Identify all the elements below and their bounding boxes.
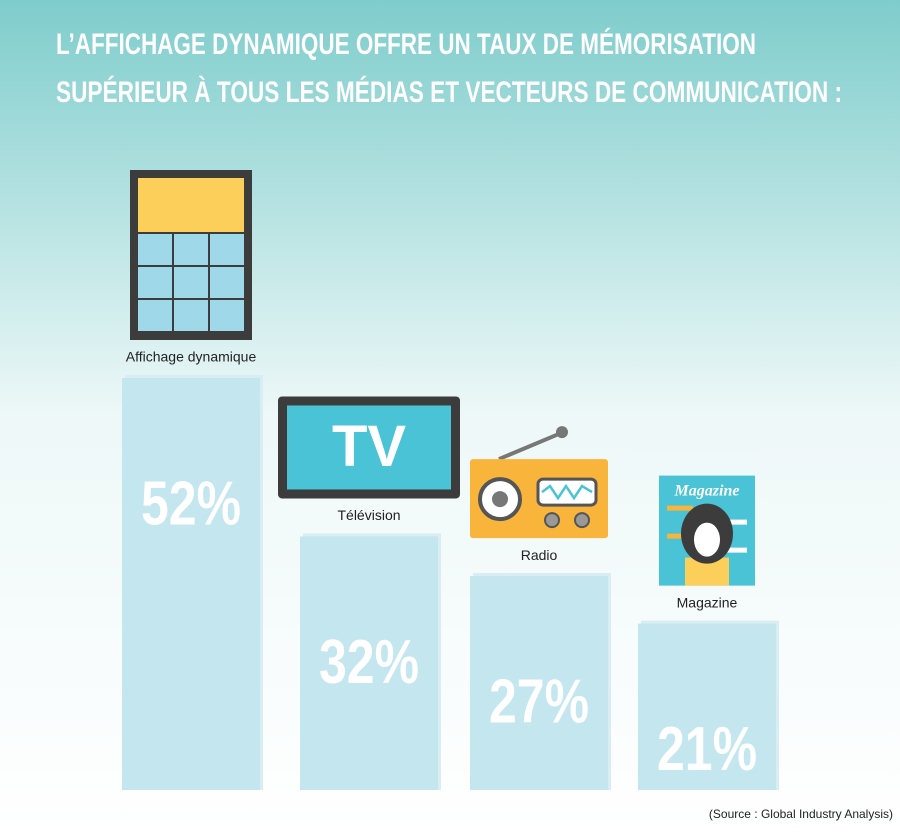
icon-button xyxy=(574,512,590,529)
bar xyxy=(638,623,776,790)
bar xyxy=(470,576,608,790)
bar xyxy=(122,378,260,790)
value-label: 52% xyxy=(141,469,241,538)
icon-screen xyxy=(287,405,451,490)
icon-speaker-center xyxy=(492,491,508,508)
category-label: Affichage dynamique xyxy=(126,349,257,365)
icon-cell xyxy=(138,234,172,265)
icon-display xyxy=(536,477,598,507)
icon-stripe xyxy=(667,533,693,539)
icon-face xyxy=(694,522,720,557)
icon-stripe xyxy=(667,505,693,511)
value-label: 27% xyxy=(489,667,589,736)
icon-text: Magazine xyxy=(674,482,740,499)
icon-wave xyxy=(541,483,593,501)
category-label: Radio xyxy=(521,547,558,563)
source-note: (Source : Global Industry Analysis) xyxy=(709,807,893,821)
icon-text: TV xyxy=(332,414,406,479)
value-label: 21% xyxy=(657,715,757,784)
icon-cell xyxy=(174,300,208,331)
icon-antenna xyxy=(498,431,562,461)
icon-cell xyxy=(138,300,172,331)
bar xyxy=(300,536,438,790)
category-label: Magazine xyxy=(677,594,738,610)
icon-button xyxy=(544,512,560,529)
chart-title: SUPÉRIEUR À TOUS LES MÉDIAS ET VECTEURS … xyxy=(56,75,842,109)
icon-cell xyxy=(210,267,244,298)
icon-knob xyxy=(556,426,568,439)
chart-title: L’AFFICHAGE DYNAMIQUE OFFRE UN TAUX DE M… xyxy=(56,27,756,61)
icon-screen xyxy=(138,178,244,232)
icon-cell xyxy=(174,234,208,265)
icon-cell xyxy=(174,267,208,298)
icon-cell xyxy=(210,234,244,265)
icon-cell xyxy=(138,267,172,298)
category-label: Télévision xyxy=(337,507,400,523)
value-label: 32% xyxy=(319,628,419,697)
icon-stripe xyxy=(721,547,747,553)
icon-stripe xyxy=(721,519,747,525)
icon-cell xyxy=(210,300,244,331)
